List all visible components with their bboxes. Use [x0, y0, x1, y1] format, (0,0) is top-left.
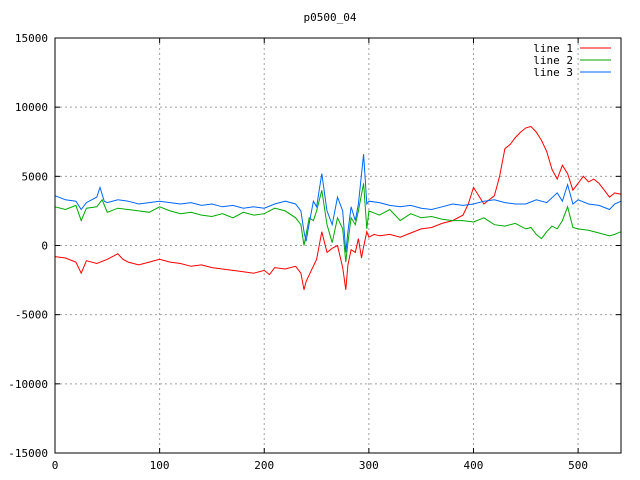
legend-label: line 1 — [533, 42, 573, 55]
x-tick-label: 100 — [150, 459, 170, 472]
axes: -15000 -10000 -5000 0 5000 10000 15000 0 100 200 3… — [8, 32, 621, 472]
chart-title: p0500_04 — [304, 11, 357, 24]
series-line-1 — [54, 125, 622, 290]
y-tick-label: -5000 — [15, 309, 48, 322]
legend-label: line 3 — [533, 66, 573, 79]
series-line-3 — [54, 154, 622, 253]
y-tick-label: 10000 — [15, 101, 48, 114]
x-tick-label: 400 — [464, 459, 484, 472]
y-tick-label: 15000 — [15, 32, 48, 45]
x-tick-label: 500 — [568, 459, 588, 472]
y-tick-label: 0 — [41, 240, 48, 253]
x-tick-label: 300 — [359, 459, 379, 472]
y-tick-label: 5000 — [22, 170, 49, 183]
y-tick-label: -10000 — [8, 378, 48, 391]
legend-label: line 2 — [533, 54, 573, 67]
series-group — [54, 125, 622, 290]
y-tick-label: -15000 — [8, 447, 48, 460]
series-line-2 — [54, 183, 622, 263]
grid — [55, 38, 621, 453]
x-tick-label: 200 — [254, 459, 274, 472]
x-tick-label: 0 — [52, 459, 59, 472]
